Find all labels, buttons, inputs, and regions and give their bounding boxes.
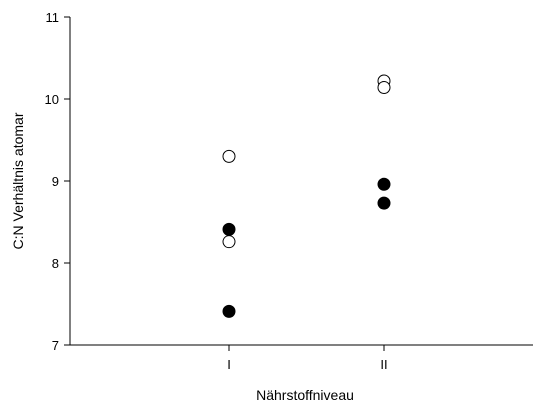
y-tick-label: 9 bbox=[52, 174, 59, 189]
data-point-filled bbox=[377, 177, 391, 191]
data-point-open bbox=[377, 81, 391, 95]
data-point-open bbox=[222, 235, 236, 249]
x-axis-ticks: I II bbox=[227, 345, 388, 372]
y-tick-label: 11 bbox=[46, 10, 60, 25]
x-tick-label: I bbox=[227, 357, 231, 372]
x-tick-label: II bbox=[380, 357, 387, 372]
y-axis-ticks: 7 8 9 10 11 bbox=[45, 10, 70, 353]
data-point-open bbox=[222, 149, 236, 163]
y-tick-label: 7 bbox=[52, 338, 59, 353]
data-point-filled bbox=[377, 196, 391, 210]
data-points bbox=[222, 74, 391, 318]
data-point-filled bbox=[222, 304, 236, 318]
chart-axes bbox=[69, 17, 533, 346]
data-point-filled bbox=[222, 222, 236, 236]
y-tick-label: 10 bbox=[45, 92, 59, 107]
y-axis-title: C:N Verhältnis atomar bbox=[10, 112, 26, 249]
x-axis-title: Nährstoffniveau bbox=[256, 387, 354, 403]
y-tick-label: 8 bbox=[52, 256, 59, 271]
